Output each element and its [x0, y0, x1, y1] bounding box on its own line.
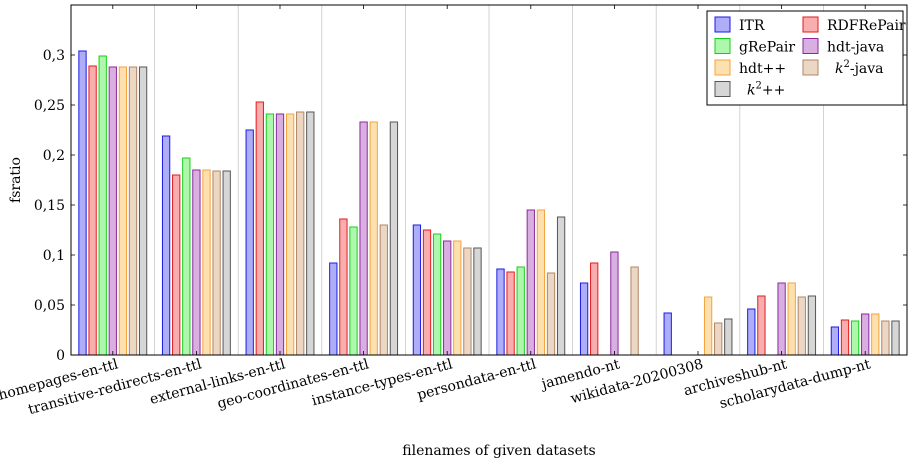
bar-k2--2: [306, 111, 315, 356]
bar-k2-java-8: [797, 296, 806, 356]
bar-rdfrepair-9: [840, 319, 850, 356]
bar-k2-java-3: [379, 224, 388, 356]
y-tick-label: 0,3: [43, 48, 65, 64]
bar-grepair-5: [516, 266, 525, 356]
legend-swatch-k2-java: [802, 59, 819, 76]
bar-itr-5: [496, 268, 505, 356]
bar-k2-java-7: [714, 322, 723, 356]
bar-k2-java-9: [881, 320, 890, 356]
bar-itr-9: [830, 326, 840, 356]
legend-label-rdfrepair: RDFRePair: [827, 18, 906, 34]
y-tick-label: 0: [56, 348, 65, 364]
bar-itr-1: [161, 135, 171, 356]
bar-k2--9: [891, 320, 900, 356]
bar-grepair-0: [98, 55, 107, 356]
bar-hdt--2: [285, 113, 295, 356]
bar-hdt--5: [536, 209, 546, 356]
bar-k2--3: [389, 121, 399, 356]
legend-label-grepair: gRePair: [739, 40, 795, 56]
bar-grepair-4: [432, 233, 442, 356]
bar-k2--4: [473, 247, 482, 356]
legend-swatch-k2-: [714, 81, 731, 97]
y-tick-label: 0,15: [34, 198, 65, 214]
bar-rdfrepair-4: [422, 229, 432, 356]
x-axis-label: filenames of given datasets: [402, 443, 595, 458]
bar-k2-java-2: [296, 111, 305, 356]
bar-rdfrepair-5: [506, 271, 515, 356]
bar-hdt--4: [453, 240, 462, 356]
bar-k2-java-1: [212, 170, 221, 356]
bar-itr-0: [78, 50, 87, 356]
bar-k2--7: [724, 318, 733, 356]
bar-k2--5: [556, 216, 566, 356]
bar-grepair-1: [182, 157, 191, 356]
bar-hdt-java-3: [359, 121, 368, 356]
bar-k2-java-0: [128, 66, 138, 356]
bar-k2-java-6: [630, 266, 639, 356]
legend-label-hdt-java: hdt-java: [827, 40, 884, 56]
bar-itr-6: [579, 282, 589, 356]
plot-frame: [70, 4, 908, 356]
bar-rdfrepair-2: [255, 101, 264, 356]
legend-swatch-rdfrepair: [802, 16, 819, 33]
bar-itr-3: [329, 262, 338, 356]
bar-itr-7: [663, 312, 672, 356]
bar-itr-4: [412, 224, 422, 356]
bar-hdt-java-1: [192, 169, 201, 356]
bar-hdt-java-5: [526, 209, 535, 356]
y-tick-label: 0,05: [34, 298, 65, 314]
bar-hdt--1: [202, 169, 211, 356]
legend-label-k2-: k2++: [747, 81, 785, 99]
y-tick-label: 0,1: [43, 248, 65, 264]
bar-rdfrepair-3: [339, 218, 348, 356]
bar-hdt-java-9: [861, 313, 870, 356]
bar-hdt-java-2: [275, 113, 285, 356]
bar-rdfrepair-6: [590, 262, 599, 356]
legend-swatch-hdt-java: [802, 38, 819, 54]
bar-k2-java-4: [463, 247, 472, 356]
y-axis-label: fsratio: [8, 157, 24, 203]
bar-hdt--8: [787, 282, 796, 356]
legend-swatch-hdt-: [714, 59, 731, 76]
bar-k2--8: [807, 295, 817, 356]
bar-grepair-9: [850, 320, 860, 356]
bar-hdt-java-6: [610, 251, 619, 356]
bar-itr-8: [747, 308, 756, 356]
bar-itr-2: [245, 129, 254, 356]
bar-hdt--9: [871, 313, 880, 356]
bar-k2--0: [138, 66, 148, 356]
legend-label-hdt-: hdt++: [739, 61, 786, 77]
y-tick-label: 0,25: [34, 98, 65, 114]
bar-k2--1: [222, 170, 231, 356]
legend-swatch-itr: [714, 16, 731, 33]
bar-grepair-2: [265, 113, 275, 356]
bar-rdfrepair-0: [88, 65, 97, 356]
legend-swatch-grepair: [714, 38, 731, 54]
bar-hdt-java-8: [777, 282, 786, 356]
bar-hdt--3: [369, 121, 378, 356]
bar-hdt--0: [118, 66, 128, 356]
bar-hdt-java-4: [443, 240, 452, 356]
bar-rdfrepair-8: [757, 295, 766, 356]
bar-k2-java-5: [546, 272, 556, 356]
bar-rdfrepair-1: [172, 174, 181, 356]
legend-label-k2-java: k2-java: [835, 59, 884, 77]
bar-hdt-java-0: [108, 66, 117, 356]
bar-hdt--7: [703, 296, 713, 356]
bar-grepair-3: [349, 226, 358, 356]
y-tick-label: 0,2: [43, 148, 65, 164]
legend-label-itr: ITR: [739, 18, 765, 34]
